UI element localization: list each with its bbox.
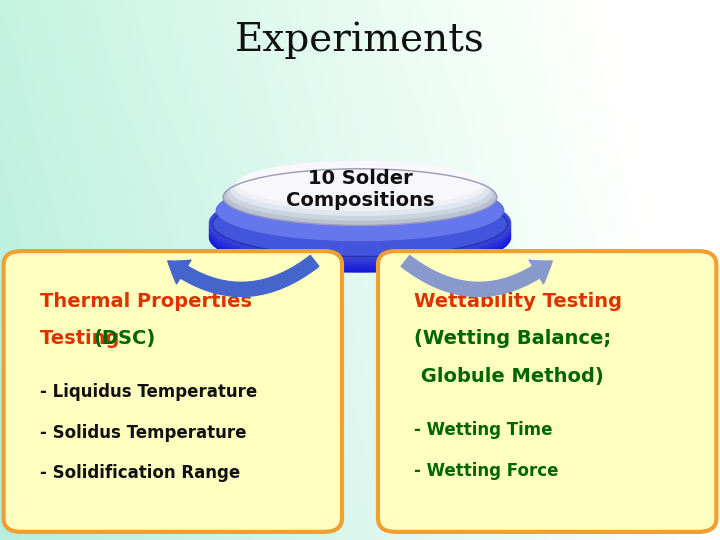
Ellipse shape [227,167,493,221]
Ellipse shape [212,192,508,256]
Ellipse shape [209,196,511,266]
FancyBboxPatch shape [4,251,342,532]
Text: Wettability Testing: Wettability Testing [414,292,622,310]
FancyArrowPatch shape [401,255,552,296]
Ellipse shape [209,202,511,273]
Text: - Wetting Force: - Wetting Force [414,462,559,480]
Ellipse shape [209,187,511,258]
Ellipse shape [209,198,511,268]
Text: - Solidus Temperature: - Solidus Temperature [40,424,246,442]
Ellipse shape [216,179,504,242]
Text: Thermal Properties: Thermal Properties [40,292,251,310]
FancyArrowPatch shape [168,255,319,296]
Ellipse shape [238,160,482,206]
Text: - Liquidus Temperature: - Liquidus Temperature [40,383,257,401]
Text: Experiments: Experiments [235,22,485,59]
Text: (Wetting Balance;: (Wetting Balance; [414,329,611,348]
Text: - Solidification Range: - Solidification Range [40,464,240,482]
Ellipse shape [223,168,497,226]
Text: - Wetting Time: - Wetting Time [414,421,552,439]
Ellipse shape [209,190,511,260]
Text: (DSC): (DSC) [94,329,156,348]
Ellipse shape [234,163,486,211]
FancyBboxPatch shape [378,251,716,532]
Ellipse shape [209,200,511,271]
Text: Testing: Testing [40,329,126,348]
Ellipse shape [209,194,511,264]
Ellipse shape [230,165,490,216]
Text: Globule Method): Globule Method) [414,367,604,386]
Ellipse shape [209,192,511,262]
Text: 10 Solder
Compositions: 10 Solder Compositions [286,168,434,210]
